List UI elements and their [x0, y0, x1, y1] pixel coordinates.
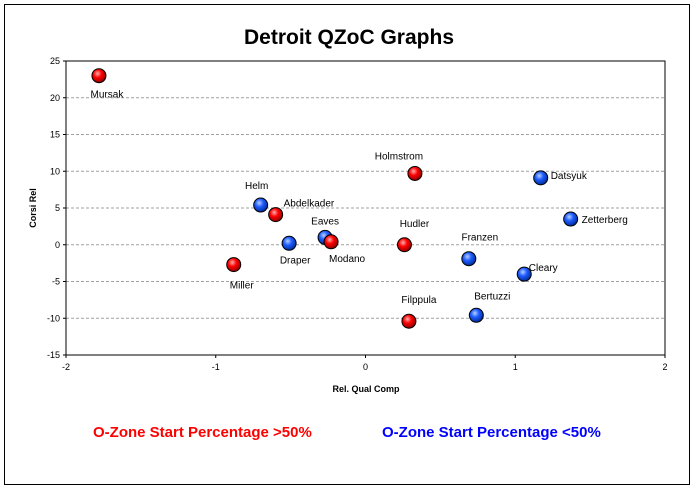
- data-point-hudler: [396, 237, 412, 253]
- legend-item-red: O-Zone Start Percentage >50%: [93, 424, 312, 441]
- data-point-datsyuk: [533, 170, 549, 186]
- x-axis-label: Rel. Qual Comp: [332, 384, 400, 394]
- y-tick-label: 5: [55, 203, 60, 213]
- point-label-zetterberg: Zetterberg: [582, 215, 628, 226]
- data-point-franzen: [461, 251, 477, 267]
- data-point-zetterberg: [563, 211, 579, 227]
- point-label-eaves: Eaves: [311, 216, 339, 227]
- legend-item-blue: O-Zone Start Percentage <50%: [382, 424, 601, 441]
- x-tick-label: 0: [363, 362, 368, 372]
- data-point-mursak: [91, 68, 107, 84]
- data-point-holmstrom: [407, 165, 423, 181]
- data-point-helm: [253, 197, 269, 213]
- y-tick-label: 15: [50, 130, 60, 140]
- x-tick-label: -2: [62, 362, 70, 372]
- point-label-datsyuk: Datsyuk: [551, 171, 588, 182]
- point-label-modano: Modano: [329, 254, 366, 265]
- data-point-cleary: [516, 266, 532, 282]
- y-tick-label: 10: [50, 166, 60, 176]
- y-tick-label: -5: [52, 277, 60, 287]
- point-label-filppula: Filppula: [401, 295, 436, 306]
- point-label-miller: Miller: [230, 281, 255, 292]
- data-point-abdelkader: [268, 207, 284, 223]
- legend: O-Zone Start Percentage >50% O-Zone Star…: [93, 424, 601, 441]
- data-point-miller: [226, 257, 242, 273]
- scatter-chart: Detroit QZoC Graphs 2520151050-5-10-15-2…: [28, 26, 668, 441]
- point-label-holmstrom: Holmstrom: [375, 151, 423, 162]
- y-tick-label: 0: [55, 240, 60, 250]
- data-point-draper: [281, 235, 297, 251]
- x-tick-label: 1: [513, 362, 518, 372]
- point-label-draper: Draper: [280, 255, 311, 266]
- y-tick-label: -15: [47, 350, 60, 360]
- grid-layer: [66, 97, 665, 319]
- point-label-bertuzzi: Bertuzzi: [474, 291, 510, 302]
- point-label-helm: Helm: [245, 181, 268, 192]
- point-label-abdelkader: Abdelkader: [284, 199, 335, 210]
- data-point-modano: [323, 234, 339, 250]
- y-axis-label: Corsi Rel: [28, 188, 38, 228]
- point-label-hudler: Hudler: [400, 219, 430, 230]
- chart-title: Detroit QZoC Graphs: [244, 26, 454, 49]
- y-tick-label: 20: [50, 93, 60, 103]
- data-point-bertuzzi: [468, 307, 484, 323]
- plot-area: [65, 60, 666, 356]
- y-tick-label: -10: [47, 313, 60, 323]
- data-point-filppula: [401, 313, 417, 329]
- point-label-franzen: Franzen: [461, 233, 498, 244]
- chart-frame: Detroit QZoC Graphs 25 20 15 10 5 0 -5 -10 -15 -2…: [4, 4, 690, 485]
- x-tick-label: 2: [662, 362, 667, 372]
- point-layer: Mursak Holmstrom Datsyuk Helm Abdelkader Zett…: [91, 68, 628, 329]
- point-label-cleary: Cleary: [529, 263, 558, 274]
- point-label-mursak: Mursak: [91, 90, 125, 101]
- x-tick-label: -1: [212, 362, 220, 372]
- y-tick-label: 25: [50, 56, 60, 66]
